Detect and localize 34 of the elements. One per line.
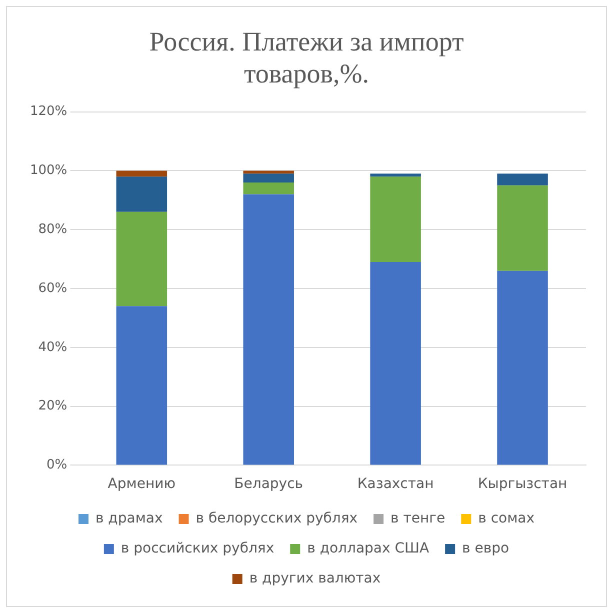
y-tick-label: 100%	[30, 163, 68, 178]
chart-title: Россия. Платежи за импорт товаров,%.	[149, 26, 464, 89]
legend-label: в евро	[462, 540, 510, 557]
legend-label: в других валютах	[249, 570, 381, 587]
bar	[370, 176, 421, 262]
y-tick-label: 20%	[38, 398, 68, 414]
bar	[243, 174, 294, 182]
bar	[497, 174, 548, 186]
legend-label: в российских рублях	[120, 540, 274, 557]
bar	[497, 185, 548, 271]
bar	[497, 270, 548, 465]
bar	[370, 174, 421, 177]
bar	[116, 212, 168, 306]
x-tick-label: Казахстан	[357, 476, 434, 492]
legend-label: в белорусских рублях	[196, 510, 358, 527]
legend-label: в сомах	[478, 510, 535, 527]
x-tick-label: Армению	[108, 476, 176, 492]
legend-label: в тенге	[390, 510, 446, 527]
x-tick-label: Кыргызстан	[478, 476, 568, 492]
bar	[116, 306, 168, 465]
y-tick-label: 40%	[38, 340, 68, 355]
legend-label: в долларах США	[307, 540, 430, 557]
y-tick-label: 60%	[38, 280, 68, 296]
y-tick-label: 80%	[38, 222, 68, 237]
bar	[116, 170, 168, 177]
bar	[243, 170, 294, 174]
bar	[116, 176, 168, 212]
legend-label: в драмах	[95, 510, 163, 527]
bar	[370, 262, 421, 465]
bar	[243, 182, 294, 194]
y-tick-label: 0%	[46, 458, 68, 473]
x-tick-label: Беларусь	[234, 476, 304, 492]
bar	[243, 194, 294, 465]
y-tick-label: 120%	[30, 104, 68, 120]
